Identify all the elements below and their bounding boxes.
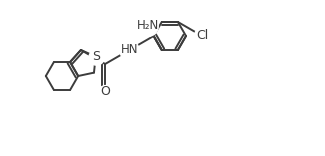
Text: Cl: Cl: [196, 29, 208, 42]
Text: O: O: [100, 85, 110, 98]
Text: H₂N: H₂N: [136, 19, 159, 32]
Text: S: S: [92, 50, 100, 63]
Text: HN: HN: [121, 44, 138, 56]
